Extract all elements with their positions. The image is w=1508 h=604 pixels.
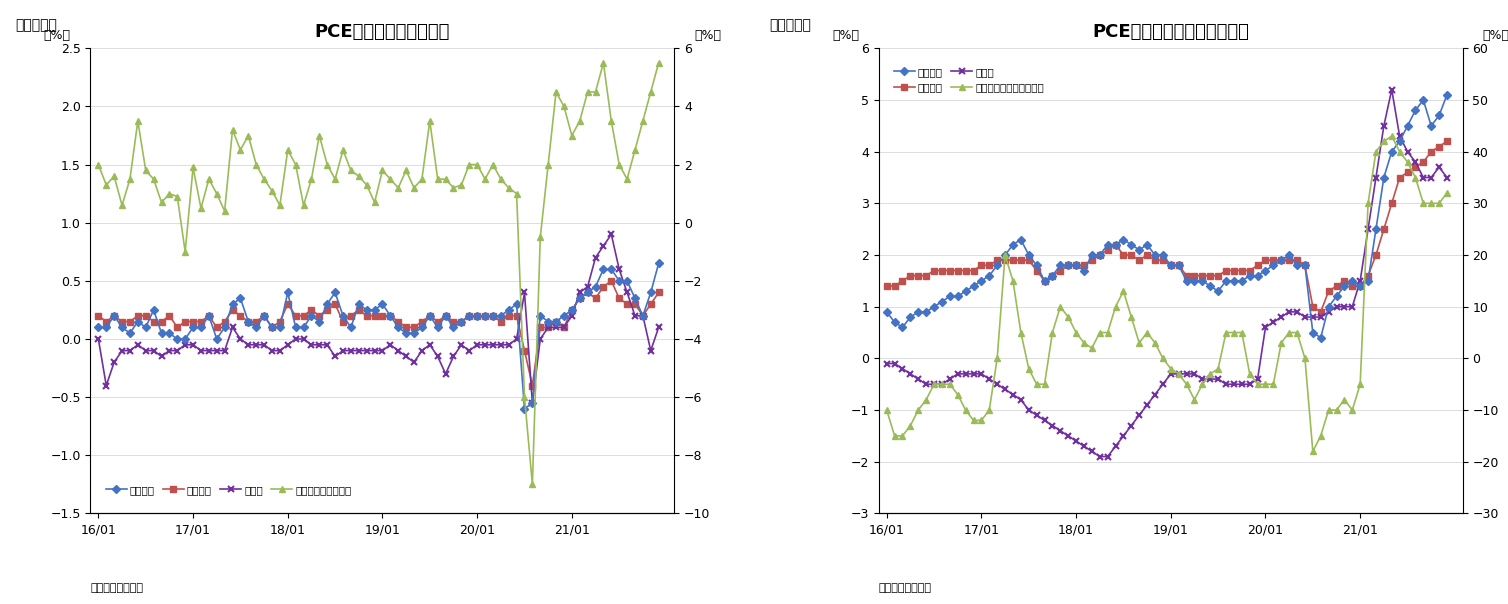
Title: PCE価格指数（前年同月比）: PCE価格指数（前年同月比） <box>1092 23 1249 41</box>
Legend: 総合指数, コア指数, 食料品, エネルギー関連（右軸）: 総合指数, コア指数, 食料品, エネルギー関連（右軸） <box>890 63 1048 97</box>
Text: （図表７）: （図表７） <box>769 18 811 32</box>
Text: （%）: （%） <box>694 29 721 42</box>
Text: （注）季節調整済: （注）季節調整済 <box>90 583 143 593</box>
Legend: 総合指数, コア指数, 食料品, エネルギー（右軸）: 総合指数, コア指数, 食料品, エネルギー（右軸） <box>101 481 356 499</box>
Text: （図表６）: （図表６） <box>15 18 57 32</box>
Text: （注）季節調整済: （注）季節調整済 <box>879 583 932 593</box>
Title: PCE価格指数（前月比）: PCE価格指数（前月比） <box>315 23 451 41</box>
Text: （%）: （%） <box>832 29 860 42</box>
Text: （%）: （%） <box>1482 29 1508 42</box>
Text: （%）: （%） <box>44 29 71 42</box>
